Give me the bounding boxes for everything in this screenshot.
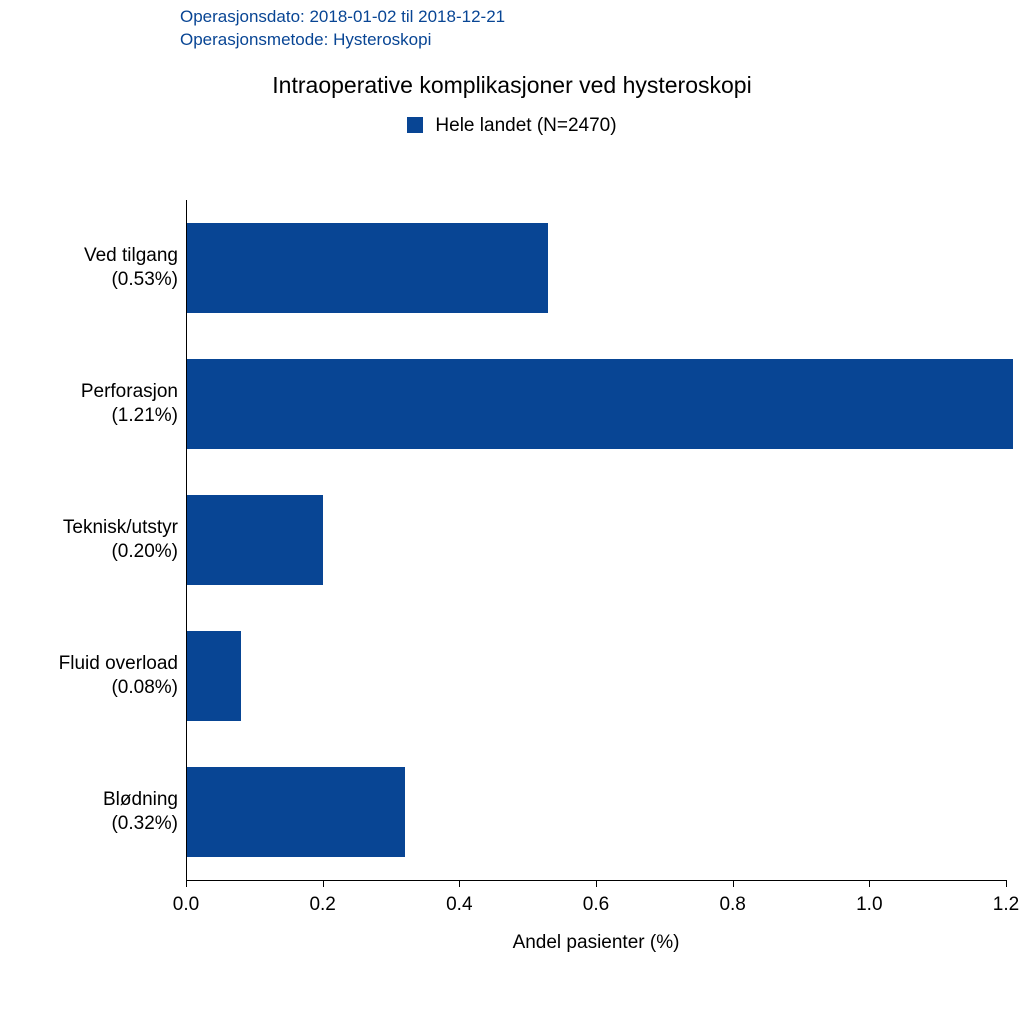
category-pct: (1.21%) xyxy=(111,405,178,426)
x-tick-label: 0.8 xyxy=(719,894,745,916)
category-label: Fluid overload (0.08%) xyxy=(8,652,178,700)
bar xyxy=(186,767,405,857)
bar-row xyxy=(186,359,1006,449)
x-tick xyxy=(459,880,460,887)
x-tick xyxy=(869,880,870,887)
x-tick-label: 0.2 xyxy=(309,894,335,916)
x-tick-label: 0.0 xyxy=(173,894,199,916)
bar-row xyxy=(186,767,1006,857)
plot-area xyxy=(186,200,1006,880)
legend-swatch xyxy=(407,117,423,133)
chart-area: Ved tilgang (0.53%) Perforasjon (1.21%) Tekn… xyxy=(0,200,1024,960)
legend-label: Hele landet (N=2470) xyxy=(435,115,616,136)
category-pct: (0.08%) xyxy=(111,677,178,698)
chart-title: Intraoperative komplikasjoner ved hyster… xyxy=(0,72,1024,99)
x-tick-label: 1.2 xyxy=(993,894,1019,916)
x-tick-label: 1.0 xyxy=(856,894,882,916)
bar xyxy=(186,359,1013,449)
header-line-1: Operasjonsdato: 2018-01-02 til 2018-12-2… xyxy=(180,6,505,29)
bar-row xyxy=(186,495,1006,585)
x-tick xyxy=(733,880,734,887)
category-name: Teknisk/utstyr xyxy=(63,517,178,538)
x-tick xyxy=(596,880,597,887)
y-axis-line xyxy=(186,200,187,880)
category-label: Ved tilgang (0.53%) xyxy=(8,244,178,292)
category-label: Teknisk/utstyr (0.20%) xyxy=(8,516,178,564)
category-name: Perforasjon xyxy=(81,381,178,402)
category-name: Blødning xyxy=(103,789,178,810)
category-label: Perforasjon (1.21%) xyxy=(8,380,178,428)
bar xyxy=(186,631,241,721)
page-root: Operasjonsdato: 2018-01-02 til 2018-12-2… xyxy=(0,0,1024,1024)
x-tick xyxy=(323,880,324,887)
x-axis-label: Andel pasienter (%) xyxy=(513,932,680,954)
category-pct: (0.32%) xyxy=(111,813,178,834)
category-name: Ved tilgang xyxy=(84,245,178,266)
x-tick xyxy=(186,880,187,887)
legend: Hele landet (N=2470) xyxy=(0,115,1024,137)
bar-row xyxy=(186,223,1006,313)
bar xyxy=(186,495,323,585)
bar xyxy=(186,223,548,313)
x-tick xyxy=(1006,880,1007,887)
bar-row xyxy=(186,631,1006,721)
metadata-header: Operasjonsdato: 2018-01-02 til 2018-12-2… xyxy=(180,6,505,52)
category-pct: (0.20%) xyxy=(111,541,178,562)
category-pct: (0.53%) xyxy=(111,269,178,290)
category-name: Fluid overload xyxy=(59,653,178,674)
category-label: Blødning (0.32%) xyxy=(8,788,178,836)
x-tick-label: 0.6 xyxy=(583,894,609,916)
x-tick-label: 0.4 xyxy=(446,894,472,916)
header-line-2: Operasjonsmetode: Hysteroskopi xyxy=(180,29,505,52)
